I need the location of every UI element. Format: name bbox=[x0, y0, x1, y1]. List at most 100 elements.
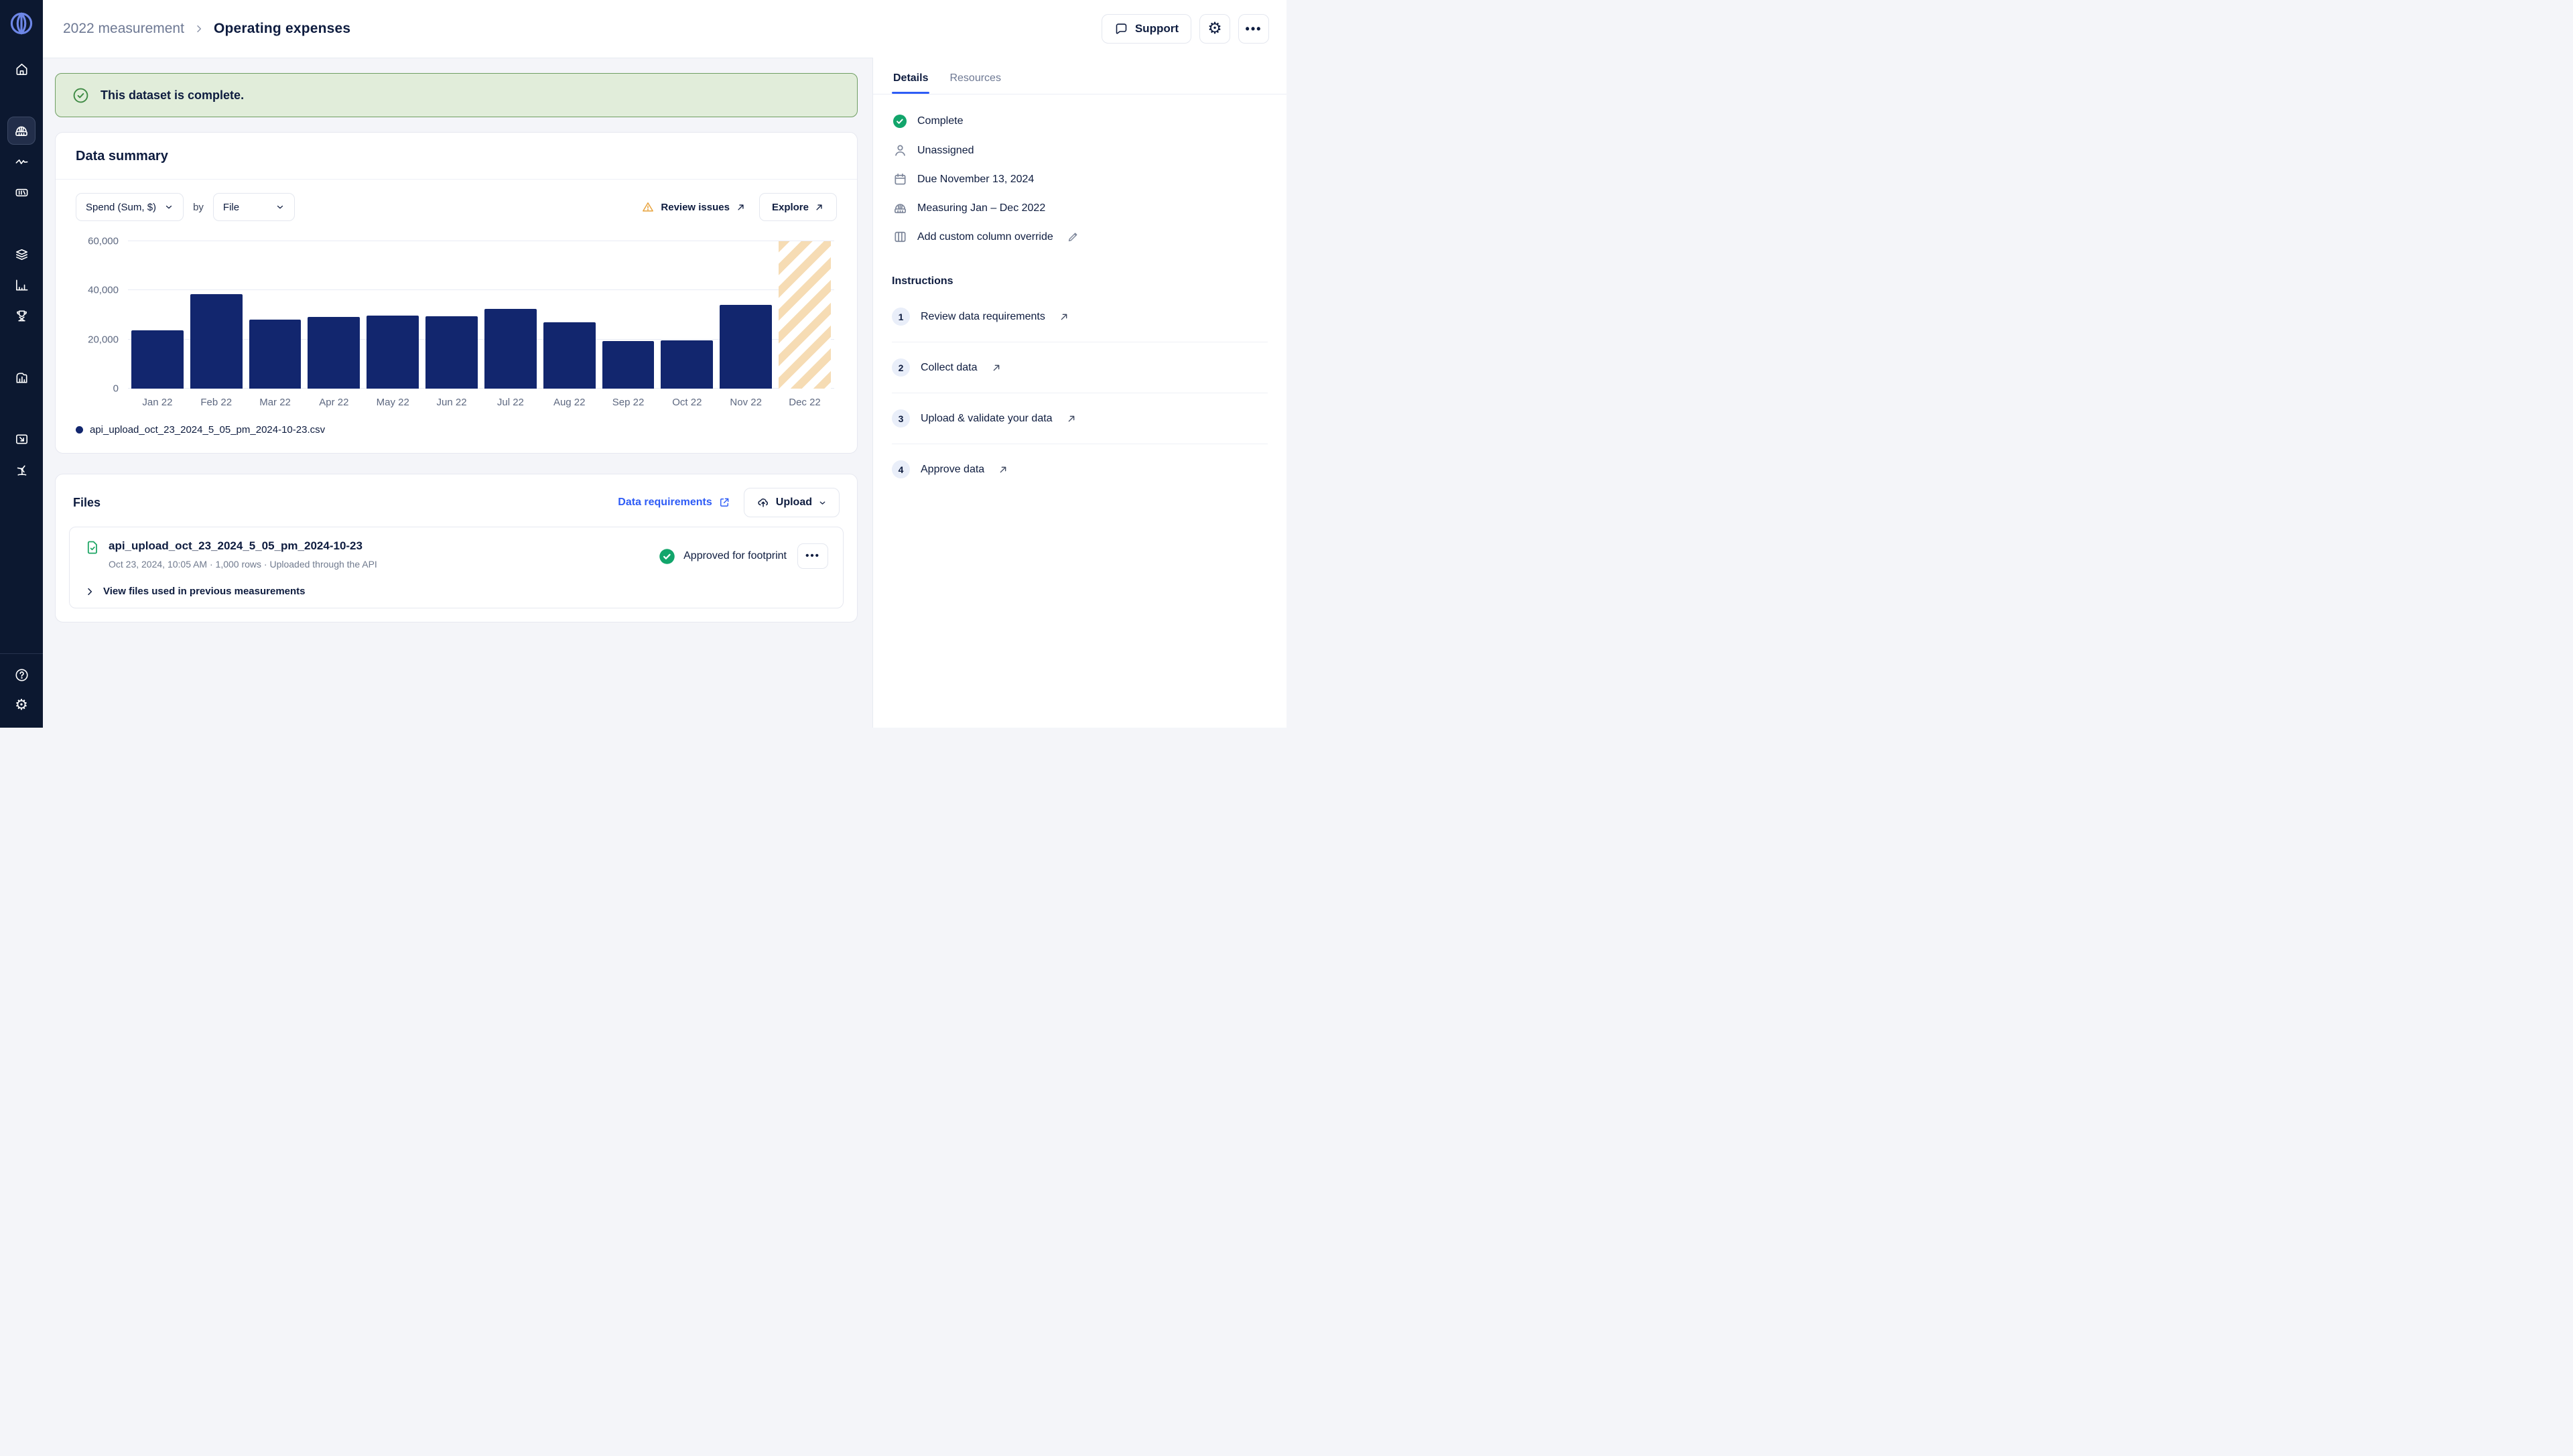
instruction-step-3[interactable]: 3 Upload & validate your data bbox=[892, 393, 1268, 444]
chart-bar-jan-22[interactable] bbox=[131, 330, 184, 389]
chart-bar-jul-22[interactable] bbox=[484, 309, 537, 389]
layers-icon bbox=[15, 249, 27, 260]
sidebar-item-facilities[interactable] bbox=[7, 363, 36, 391]
chart-bar-oct-22[interactable] bbox=[661, 340, 714, 389]
chevron-down-icon bbox=[819, 501, 826, 505]
sidebar-divider bbox=[0, 653, 43, 654]
chart-bar-slot[interactable] bbox=[775, 241, 834, 389]
chevron-down-icon bbox=[277, 205, 283, 209]
chart-bar-slot[interactable] bbox=[304, 241, 363, 389]
sidebar-item-settings[interactable]: ⚙ bbox=[7, 691, 36, 720]
explore-button[interactable]: Explore bbox=[758, 193, 837, 221]
sidebar-item-benchmarks[interactable] bbox=[7, 302, 36, 330]
chart-bar-slot[interactable] bbox=[657, 241, 716, 389]
pencil-icon[interactable] bbox=[1067, 230, 1079, 243]
external-link-icon bbox=[720, 498, 729, 507]
chevron-down-icon bbox=[166, 205, 172, 209]
step-label: Review data requirements bbox=[921, 310, 1045, 322]
banner-text: This dataset is complete. bbox=[101, 88, 245, 102]
file-status-badge: Approved for footprint bbox=[658, 547, 787, 566]
chart-bar-slot[interactable] bbox=[716, 241, 775, 389]
assignee-row[interactable]: Unassigned bbox=[892, 136, 1268, 165]
arrow-box-icon bbox=[15, 434, 27, 444]
group-by-dropdown[interactable]: File bbox=[212, 193, 295, 221]
calendar-icon bbox=[892, 172, 908, 187]
chart-bar-slot[interactable] bbox=[481, 241, 540, 389]
support-button[interactable]: Support bbox=[1101, 14, 1191, 44]
sidebar-item-clean-power[interactable] bbox=[7, 456, 36, 484]
sidebar-item-measure[interactable] bbox=[7, 117, 36, 145]
x-axis-tick: Apr 22 bbox=[319, 397, 349, 408]
step-number: 2 bbox=[892, 358, 910, 377]
data-requirements-link[interactable]: Data requirements bbox=[618, 497, 730, 509]
chart-bar-apr-22[interactable] bbox=[308, 316, 360, 389]
sidebar-item-layers[interactable] bbox=[7, 240, 36, 268]
files-card: Files Data requirements bbox=[55, 474, 858, 622]
file-list: api_upload_oct_23_2024_5_05_pm_2024-10-2… bbox=[69, 527, 844, 608]
metric-dropdown[interactable]: Spend (Sum, $) bbox=[76, 193, 184, 221]
step-label: Approve data bbox=[921, 463, 985, 475]
columns-icon bbox=[892, 229, 908, 245]
dataset-complete-banner: This dataset is complete. bbox=[55, 73, 858, 117]
sidebar-item-activity[interactable] bbox=[7, 147, 36, 176]
instruction-step-2[interactable]: 2 Collect data bbox=[892, 342, 1268, 393]
chart-bar-slot[interactable] bbox=[599, 241, 658, 389]
main-content: This dataset is complete. Data summary S… bbox=[43, 58, 872, 728]
tab-resources[interactable]: Resources bbox=[949, 72, 1001, 84]
x-axis-tick: Jul 22 bbox=[497, 397, 524, 408]
chart-bar-slot[interactable] bbox=[422, 241, 481, 389]
sidebar-item-home[interactable] bbox=[7, 55, 36, 83]
chart-bar-mar-22[interactable] bbox=[249, 320, 302, 389]
chart-bar-slot[interactable] bbox=[128, 241, 187, 389]
measure-tape-icon bbox=[892, 200, 908, 216]
custom-column-row[interactable]: Add custom column override bbox=[892, 222, 1268, 251]
chart-bar-feb-22[interactable] bbox=[190, 293, 243, 389]
chart-bar-slot[interactable] bbox=[540, 241, 599, 389]
instruction-step-4[interactable]: 4 Approve data bbox=[892, 444, 1268, 494]
sidebar-item-reports[interactable] bbox=[7, 178, 36, 206]
arrow-up-right-icon bbox=[998, 464, 1008, 475]
previous-files-toggle[interactable]: View files used in previous measurements bbox=[84, 586, 828, 597]
warning-triangle-icon bbox=[643, 202, 654, 212]
breadcrumb-measurement[interactable]: 2022 measurement bbox=[63, 21, 184, 36]
sidebar-item-help[interactable] bbox=[7, 661, 36, 689]
support-label: Support bbox=[1134, 22, 1179, 35]
instruction-step-1[interactable]: 1 Review data requirements bbox=[892, 291, 1268, 342]
chart-bar-sep-22[interactable] bbox=[602, 340, 655, 389]
due-date-row: Due November 13, 2024 bbox=[892, 165, 1268, 194]
due-date-label: Due November 13, 2024 bbox=[917, 173, 1035, 185]
chart-bar-may-22[interactable] bbox=[367, 316, 419, 389]
step-label: Upload & validate your data bbox=[921, 412, 1053, 424]
file-row[interactable]: api_upload_oct_23_2024_5_05_pm_2024-10-2… bbox=[84, 539, 828, 570]
upload-button[interactable]: Upload bbox=[743, 488, 840, 517]
sidebar-item-analytics[interactable] bbox=[7, 271, 36, 299]
tab-details[interactable]: Details bbox=[892, 70, 930, 94]
panel-tabs: Details Resources bbox=[892, 70, 1268, 94]
files-title: Files bbox=[73, 495, 101, 509]
topbar: 2022 measurement Operating expenses Supp… bbox=[43, 0, 1286, 58]
sidebar-item-export[interactable] bbox=[7, 425, 36, 453]
more-options-button[interactable]: ••• bbox=[1238, 14, 1269, 44]
chart-bar-aug-22[interactable] bbox=[543, 322, 596, 389]
step-number: 4 bbox=[892, 460, 910, 478]
chart-bar-slot[interactable] bbox=[246, 241, 305, 389]
settings-button[interactable]: ⚙ bbox=[1199, 14, 1230, 44]
sidebar: ⚙ bbox=[0, 0, 43, 728]
status-label: Complete bbox=[917, 115, 964, 127]
app-logo-globe-icon[interactable] bbox=[7, 9, 36, 38]
chart-bar-jun-22[interactable] bbox=[425, 316, 478, 389]
status-row: Complete bbox=[892, 107, 1268, 136]
chart-bar-slot[interactable] bbox=[363, 241, 422, 389]
person-icon bbox=[892, 143, 908, 158]
chart-bar-hatched-dec-22[interactable] bbox=[779, 241, 831, 389]
gridline-0 bbox=[128, 388, 834, 389]
review-issues-link[interactable]: Review issues bbox=[641, 200, 746, 214]
chart-bar-nov-22[interactable] bbox=[720, 304, 773, 389]
data-requirements-label: Data requirements bbox=[618, 497, 712, 508]
upload-label: Upload bbox=[775, 497, 812, 508]
file-options-button[interactable]: ••• bbox=[797, 543, 828, 569]
chart-bar-slot[interactable] bbox=[187, 241, 246, 389]
file-check-icon bbox=[87, 541, 97, 554]
reel-icon bbox=[15, 188, 27, 196]
legend-label: api_upload_oct_23_2024_5_05_pm_2024-10-2… bbox=[90, 424, 326, 436]
